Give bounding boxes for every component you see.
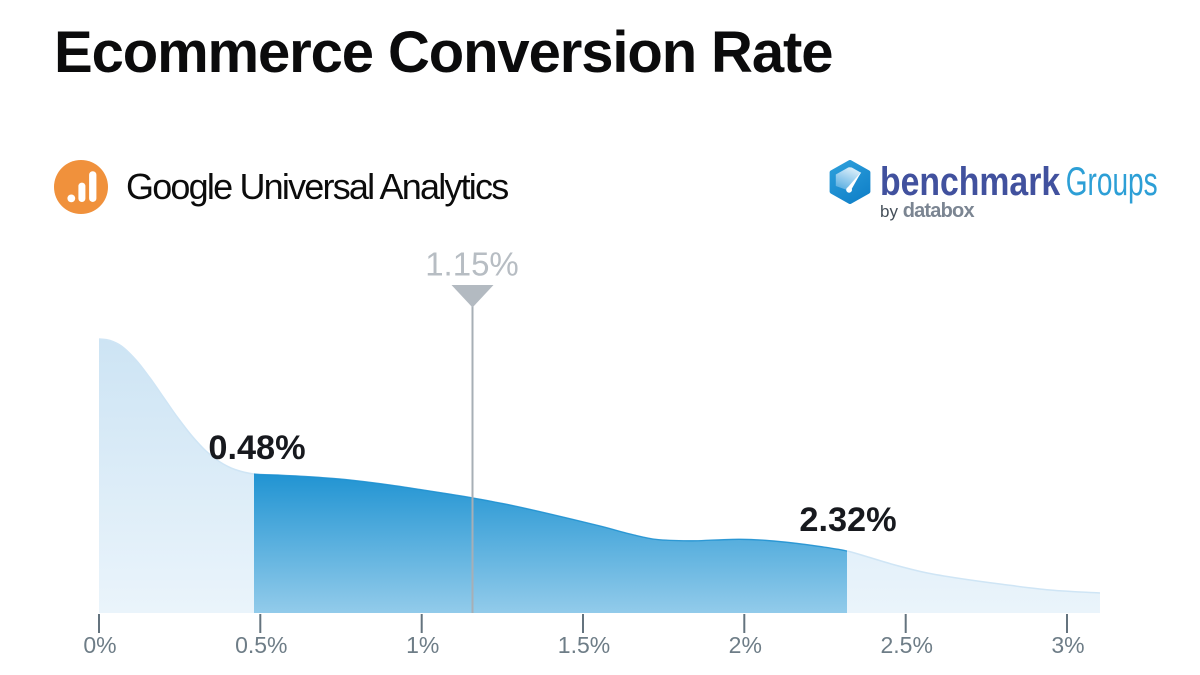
- svg-text:0.48%: 0.48%: [208, 429, 305, 467]
- svg-text:2.32%: 2.32%: [799, 501, 896, 539]
- svg-text:0.5%: 0.5%: [235, 632, 287, 658]
- svg-text:1.5%: 1.5%: [558, 632, 610, 658]
- svg-text:2.5%: 2.5%: [880, 632, 932, 658]
- svg-text:0%: 0%: [83, 632, 116, 658]
- svg-text:1%: 1%: [406, 632, 439, 658]
- svg-text:2%: 2%: [729, 632, 762, 658]
- svg-text:3%: 3%: [1051, 632, 1084, 658]
- svg-text:1.15%: 1.15%: [425, 246, 519, 283]
